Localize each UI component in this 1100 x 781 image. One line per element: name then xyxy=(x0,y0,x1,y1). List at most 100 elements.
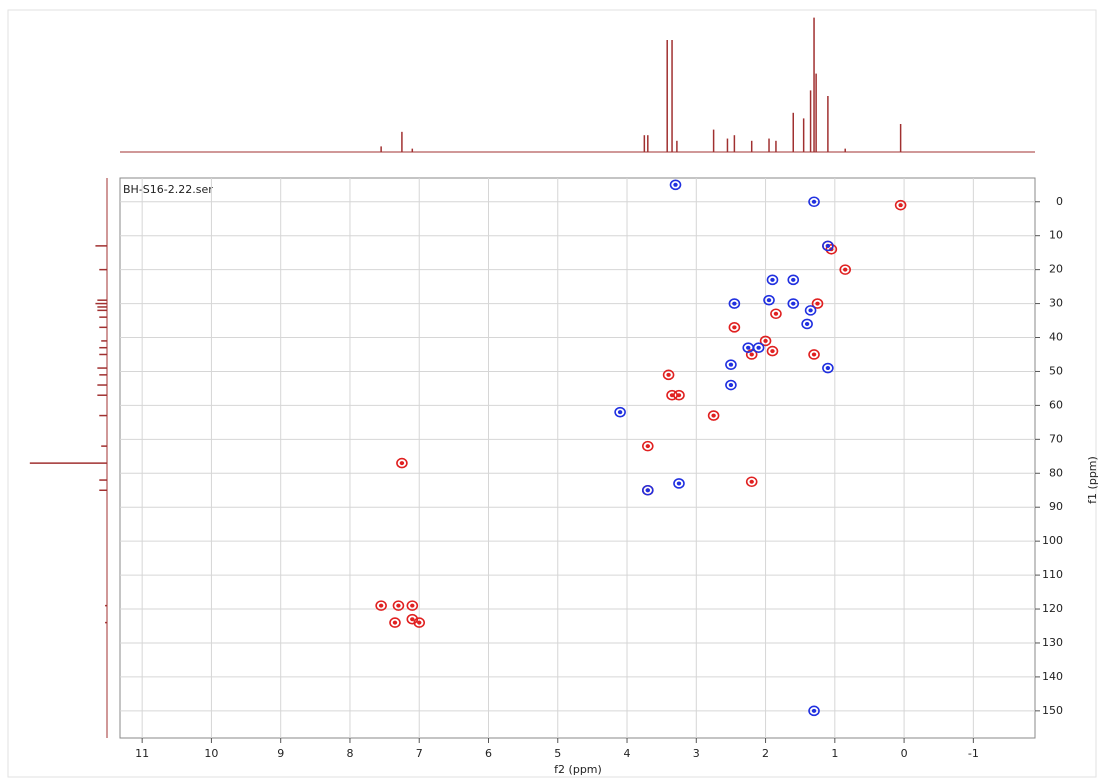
cross-peak-core xyxy=(746,345,751,350)
x-tick-label: 2 xyxy=(762,747,769,760)
cross-peak xyxy=(742,342,755,353)
cross-peak xyxy=(642,484,654,496)
cross-peak xyxy=(894,199,907,211)
cross-peak xyxy=(811,298,824,309)
cross-peak xyxy=(808,196,820,208)
cross-peak-core xyxy=(676,481,682,486)
y-tick-label: 60 xyxy=(1049,398,1063,411)
cross-peak-core xyxy=(804,321,810,326)
y-tick-label: 0 xyxy=(1056,195,1063,208)
cross-peak-core xyxy=(378,603,384,608)
cross-peak-core xyxy=(825,243,831,248)
cross-peak-core xyxy=(770,277,775,282)
cross-peak xyxy=(728,322,741,333)
x-tick-label: 11 xyxy=(135,747,149,760)
y-tick-label: 10 xyxy=(1049,229,1063,242)
cross-peak-core xyxy=(791,277,796,282)
cross-peak xyxy=(787,274,800,286)
cross-peak-core xyxy=(749,479,754,484)
cross-peak-core xyxy=(396,603,401,608)
cross-peak xyxy=(642,440,654,452)
cross-peak-core xyxy=(728,362,734,367)
cross-peak xyxy=(662,369,675,381)
cross-peak-core xyxy=(898,203,903,208)
cross-peak-core xyxy=(811,199,817,204)
cross-peak-core xyxy=(617,410,623,415)
cross-peak-core xyxy=(732,325,737,330)
x-tick-label: -1 xyxy=(968,747,979,760)
cross-peak-core xyxy=(669,393,675,398)
cross-peak-core xyxy=(815,301,820,306)
y-tick-label: 30 xyxy=(1049,297,1063,310)
cross-peak xyxy=(839,264,852,275)
cross-peak xyxy=(745,476,758,488)
cross-peak xyxy=(673,478,685,489)
x-tick-label: 8 xyxy=(346,747,353,760)
y-axis-label: f1 (ppm) xyxy=(1086,456,1099,504)
cross-peak xyxy=(766,345,779,357)
cross-peak-core xyxy=(666,372,671,377)
cross-peak-core xyxy=(410,603,415,608)
cross-peak xyxy=(707,410,720,421)
x-tick-label: 5 xyxy=(554,747,561,760)
cross-peak-core xyxy=(811,352,817,357)
cross-peak xyxy=(389,617,401,628)
cross-peak xyxy=(725,379,737,391)
x-tick-label: 3 xyxy=(693,747,700,760)
x-tick-label: 7 xyxy=(416,747,423,760)
cross-peak xyxy=(804,305,817,316)
y-tick-label: 130 xyxy=(1042,636,1063,649)
cross-peak-core xyxy=(673,182,678,187)
cross-peak-core xyxy=(392,620,398,625)
x-tick-label: 10 xyxy=(204,747,218,760)
y-tick-label: 150 xyxy=(1042,704,1063,717)
x-tick-label: 1 xyxy=(831,747,838,760)
y-tick-label: 40 xyxy=(1049,331,1063,344)
cross-peak-core xyxy=(811,708,817,713)
cross-peak xyxy=(808,705,820,717)
cross-peak xyxy=(673,389,685,401)
cross-peak xyxy=(745,349,758,360)
x-tick-label: 9 xyxy=(277,747,284,760)
cross-peak-core xyxy=(843,267,848,272)
x-tick-label: 4 xyxy=(624,747,631,760)
y-tick-label: 80 xyxy=(1049,466,1063,479)
cross-peak xyxy=(825,243,838,255)
cross-peak-core xyxy=(791,301,796,306)
x-tick-label: 6 xyxy=(485,747,492,760)
cross-peak xyxy=(808,349,820,360)
cross-peak xyxy=(787,298,800,309)
cross-peak-core xyxy=(732,301,737,306)
cross-peak xyxy=(728,298,741,309)
cross-peak xyxy=(759,335,772,347)
cross-peak xyxy=(669,179,682,191)
cross-peak xyxy=(406,613,419,625)
cross-peak xyxy=(770,308,782,320)
cross-peak-core xyxy=(645,488,651,493)
chart-title: BH-S16-2.22.ser xyxy=(123,183,213,196)
plot-frame xyxy=(119,177,1036,739)
cross-peak-core xyxy=(417,620,422,625)
cross-peak-core xyxy=(749,352,754,357)
cross-peak-core xyxy=(763,338,768,343)
cross-peak-core xyxy=(756,345,761,350)
cross-peak-core xyxy=(676,393,682,398)
cross-peak-core xyxy=(645,444,651,449)
x-tick-label: 0 xyxy=(901,747,908,760)
cross-peak xyxy=(766,274,779,286)
cross-peak xyxy=(614,406,626,418)
cross-peak-core xyxy=(766,298,772,303)
cross-peak-core xyxy=(770,349,775,354)
y-tick-label: 90 xyxy=(1049,500,1063,513)
cross-peak xyxy=(413,617,426,628)
cross-peak xyxy=(822,362,834,374)
cross-peak-core xyxy=(711,413,716,418)
y-tick-label: 110 xyxy=(1042,568,1063,581)
cross-peak xyxy=(763,294,775,306)
y-tick-label: 140 xyxy=(1042,670,1063,683)
x-axis-label: f2 (ppm) xyxy=(554,763,602,776)
cross-peak-core xyxy=(773,311,779,316)
y-tick-label: 50 xyxy=(1049,364,1063,377)
cross-peak xyxy=(801,318,813,330)
